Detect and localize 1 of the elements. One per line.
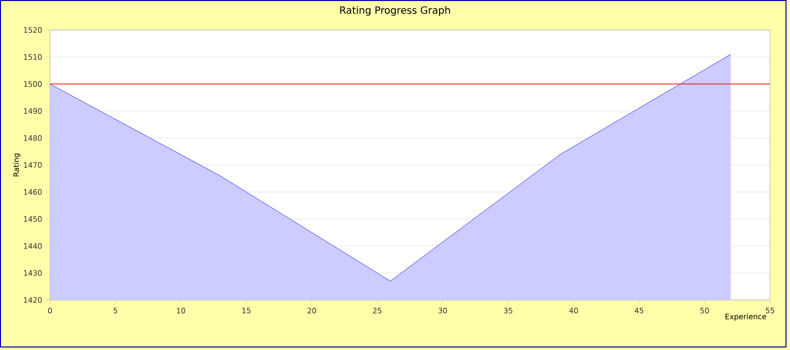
chart-title: Rating Progress Graph bbox=[340, 6, 450, 16]
